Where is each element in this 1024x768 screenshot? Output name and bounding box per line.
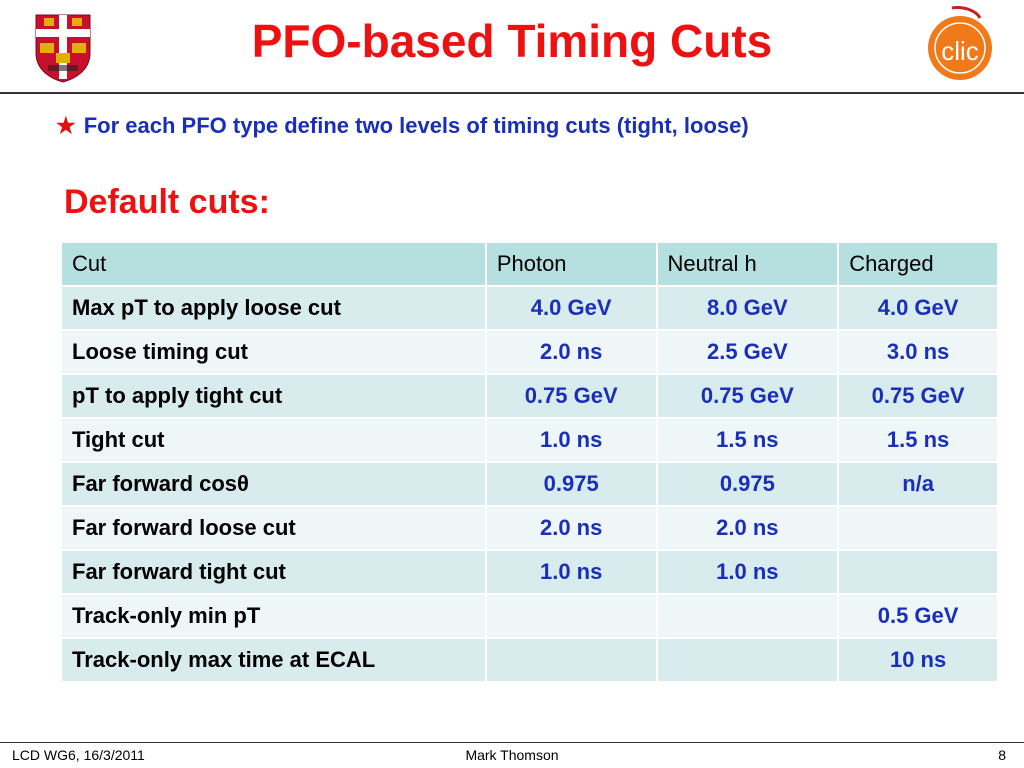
- charged-value: 10 ns: [837, 637, 999, 683]
- footer-meeting-date: LCD WG6, 16/3/2011: [12, 747, 145, 763]
- star-icon: ★: [56, 113, 76, 138]
- neutral-value: 8.0 GeV: [655, 285, 840, 331]
- table-row: Far forward cosθ 0.975 0.975 n/a: [60, 461, 999, 507]
- photon-value: 4.0 GeV: [484, 285, 658, 331]
- cambridge-crest-icon: [34, 13, 92, 83]
- charged-value: 1.5 ns: [837, 417, 999, 463]
- row-label: Far forward loose cut: [60, 505, 487, 551]
- clic-logo-text: clic: [941, 36, 979, 66]
- photon-value: 0.975: [484, 461, 658, 507]
- photon-value: 2.0 ns: [484, 505, 658, 551]
- photon-value: 2.0 ns: [484, 329, 658, 375]
- header-cut: Cut: [60, 241, 487, 287]
- charged-value: [837, 549, 999, 595]
- neutral-value: [655, 593, 840, 639]
- table-row: Tight cut 1.0 ns 1.5 ns 1.5 ns: [60, 417, 999, 463]
- charged-value: 3.0 ns: [837, 329, 999, 375]
- table-row: Far forward tight cut 1.0 ns 1.0 ns: [60, 549, 999, 595]
- bullet-point: ★ For each PFO type define two levels of …: [56, 112, 749, 140]
- row-label: Loose timing cut: [60, 329, 487, 375]
- charged-value: 4.0 GeV: [837, 285, 999, 331]
- charged-value: [837, 505, 999, 551]
- neutral-value: [655, 637, 840, 683]
- table-row: Max pT to apply loose cut 4.0 GeV 8.0 Ge…: [60, 285, 999, 331]
- table-header-row: Cut Photon Neutral h Charged: [60, 241, 999, 287]
- photon-value: 1.0 ns: [484, 549, 658, 595]
- bullet-text: For each PFO type define two levels of t…: [83, 113, 749, 138]
- table-row: Track-only min pT 0.5 GeV: [60, 593, 999, 639]
- row-label: pT to apply tight cut: [60, 373, 487, 419]
- neutral-value: 0.75 GeV: [655, 373, 840, 419]
- charged-value: 0.5 GeV: [837, 593, 999, 639]
- page-title: PFO-based Timing Cuts: [251, 15, 773, 67]
- section-heading: Default cuts:: [64, 183, 270, 221]
- row-label: Far forward cosθ: [60, 461, 487, 507]
- row-label: Track-only max time at ECAL: [60, 637, 487, 683]
- table-row: Loose timing cut 2.0 ns 2.5 GeV 3.0 ns: [60, 329, 999, 375]
- timing-cuts-table: Cut Photon Neutral h Charged Max pT to a…: [60, 241, 999, 683]
- row-label: Max pT to apply loose cut: [60, 285, 487, 331]
- footer-page-number: 8: [998, 747, 1006, 763]
- clic-logo-icon: clic: [922, 4, 994, 84]
- neutral-value: 0.975: [655, 461, 840, 507]
- row-label: Far forward tight cut: [60, 549, 487, 595]
- photon-value: 1.0 ns: [484, 417, 658, 463]
- table-row: Far forward loose cut 2.0 ns 2.0 ns: [60, 505, 999, 551]
- neutral-value: 2.5 GeV: [655, 329, 840, 375]
- neutral-value: 2.0 ns: [655, 505, 840, 551]
- photon-value: [484, 593, 658, 639]
- photon-value: 0.75 GeV: [484, 373, 658, 419]
- table-row: pT to apply tight cut 0.75 GeV 0.75 GeV …: [60, 373, 999, 419]
- charged-value: 0.75 GeV: [837, 373, 999, 419]
- header-charged: Charged: [837, 241, 999, 287]
- table-row: Track-only max time at ECAL 10 ns: [60, 637, 999, 683]
- row-label: Track-only min pT: [60, 593, 487, 639]
- photon-value: [484, 637, 658, 683]
- header-photon: Photon: [484, 241, 658, 287]
- title-divider: [0, 92, 1024, 94]
- charged-value: n/a: [837, 461, 999, 507]
- neutral-value: 1.5 ns: [655, 417, 840, 463]
- row-label: Tight cut: [60, 417, 487, 463]
- header-neutral-h: Neutral h: [655, 241, 840, 287]
- footer-divider: [0, 742, 1024, 743]
- neutral-value: 1.0 ns: [655, 549, 840, 595]
- footer-author: Mark Thomson: [465, 747, 559, 763]
